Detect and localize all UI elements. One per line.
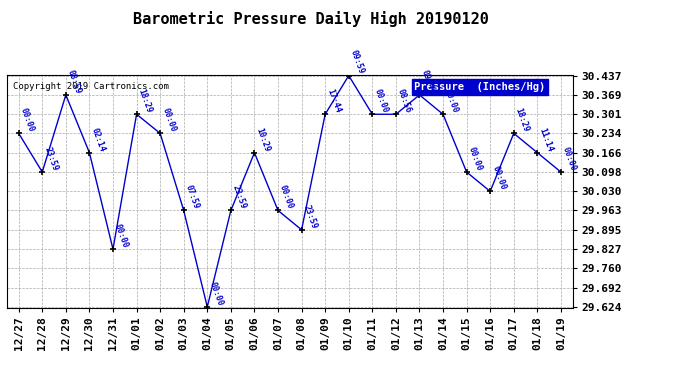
Text: 00:00: 00:00: [466, 146, 484, 172]
Text: 02:14: 02:14: [90, 126, 106, 153]
Text: 08:59: 08:59: [66, 68, 83, 95]
Text: 23:59: 23:59: [231, 184, 248, 210]
Text: 00:00: 00:00: [160, 107, 177, 134]
Text: 09:44: 09:44: [420, 68, 437, 95]
Text: Barometric Pressure Daily High 20190120: Barometric Pressure Daily High 20190120: [132, 11, 489, 27]
Text: 00:00: 00:00: [278, 184, 295, 210]
Text: 00:00: 00:00: [19, 107, 36, 134]
Text: 23:59: 23:59: [42, 146, 59, 172]
Text: 00:00: 00:00: [113, 223, 130, 249]
Text: 10:29: 10:29: [255, 126, 271, 153]
Text: 00:00: 00:00: [561, 146, 578, 172]
Text: 00:00: 00:00: [373, 88, 389, 114]
Text: 18:29: 18:29: [514, 107, 531, 134]
Text: 08:56: 08:56: [396, 88, 413, 114]
Text: Copyright 2019 Cartronics.com: Copyright 2019 Cartronics.com: [12, 82, 168, 91]
Text: 09:59: 09:59: [348, 49, 366, 76]
Text: Pressure  (Inches/Hg): Pressure (Inches/Hg): [414, 82, 546, 92]
Text: 17:44: 17:44: [325, 88, 342, 114]
Text: 07:59: 07:59: [184, 184, 201, 210]
Text: 23:59: 23:59: [302, 203, 319, 230]
Text: 18:29: 18:29: [137, 88, 154, 114]
Text: 00:00: 00:00: [207, 280, 224, 307]
Text: 11:14: 11:14: [538, 126, 554, 153]
Text: 00:00: 00:00: [443, 88, 460, 114]
Text: 00:00: 00:00: [490, 165, 507, 191]
